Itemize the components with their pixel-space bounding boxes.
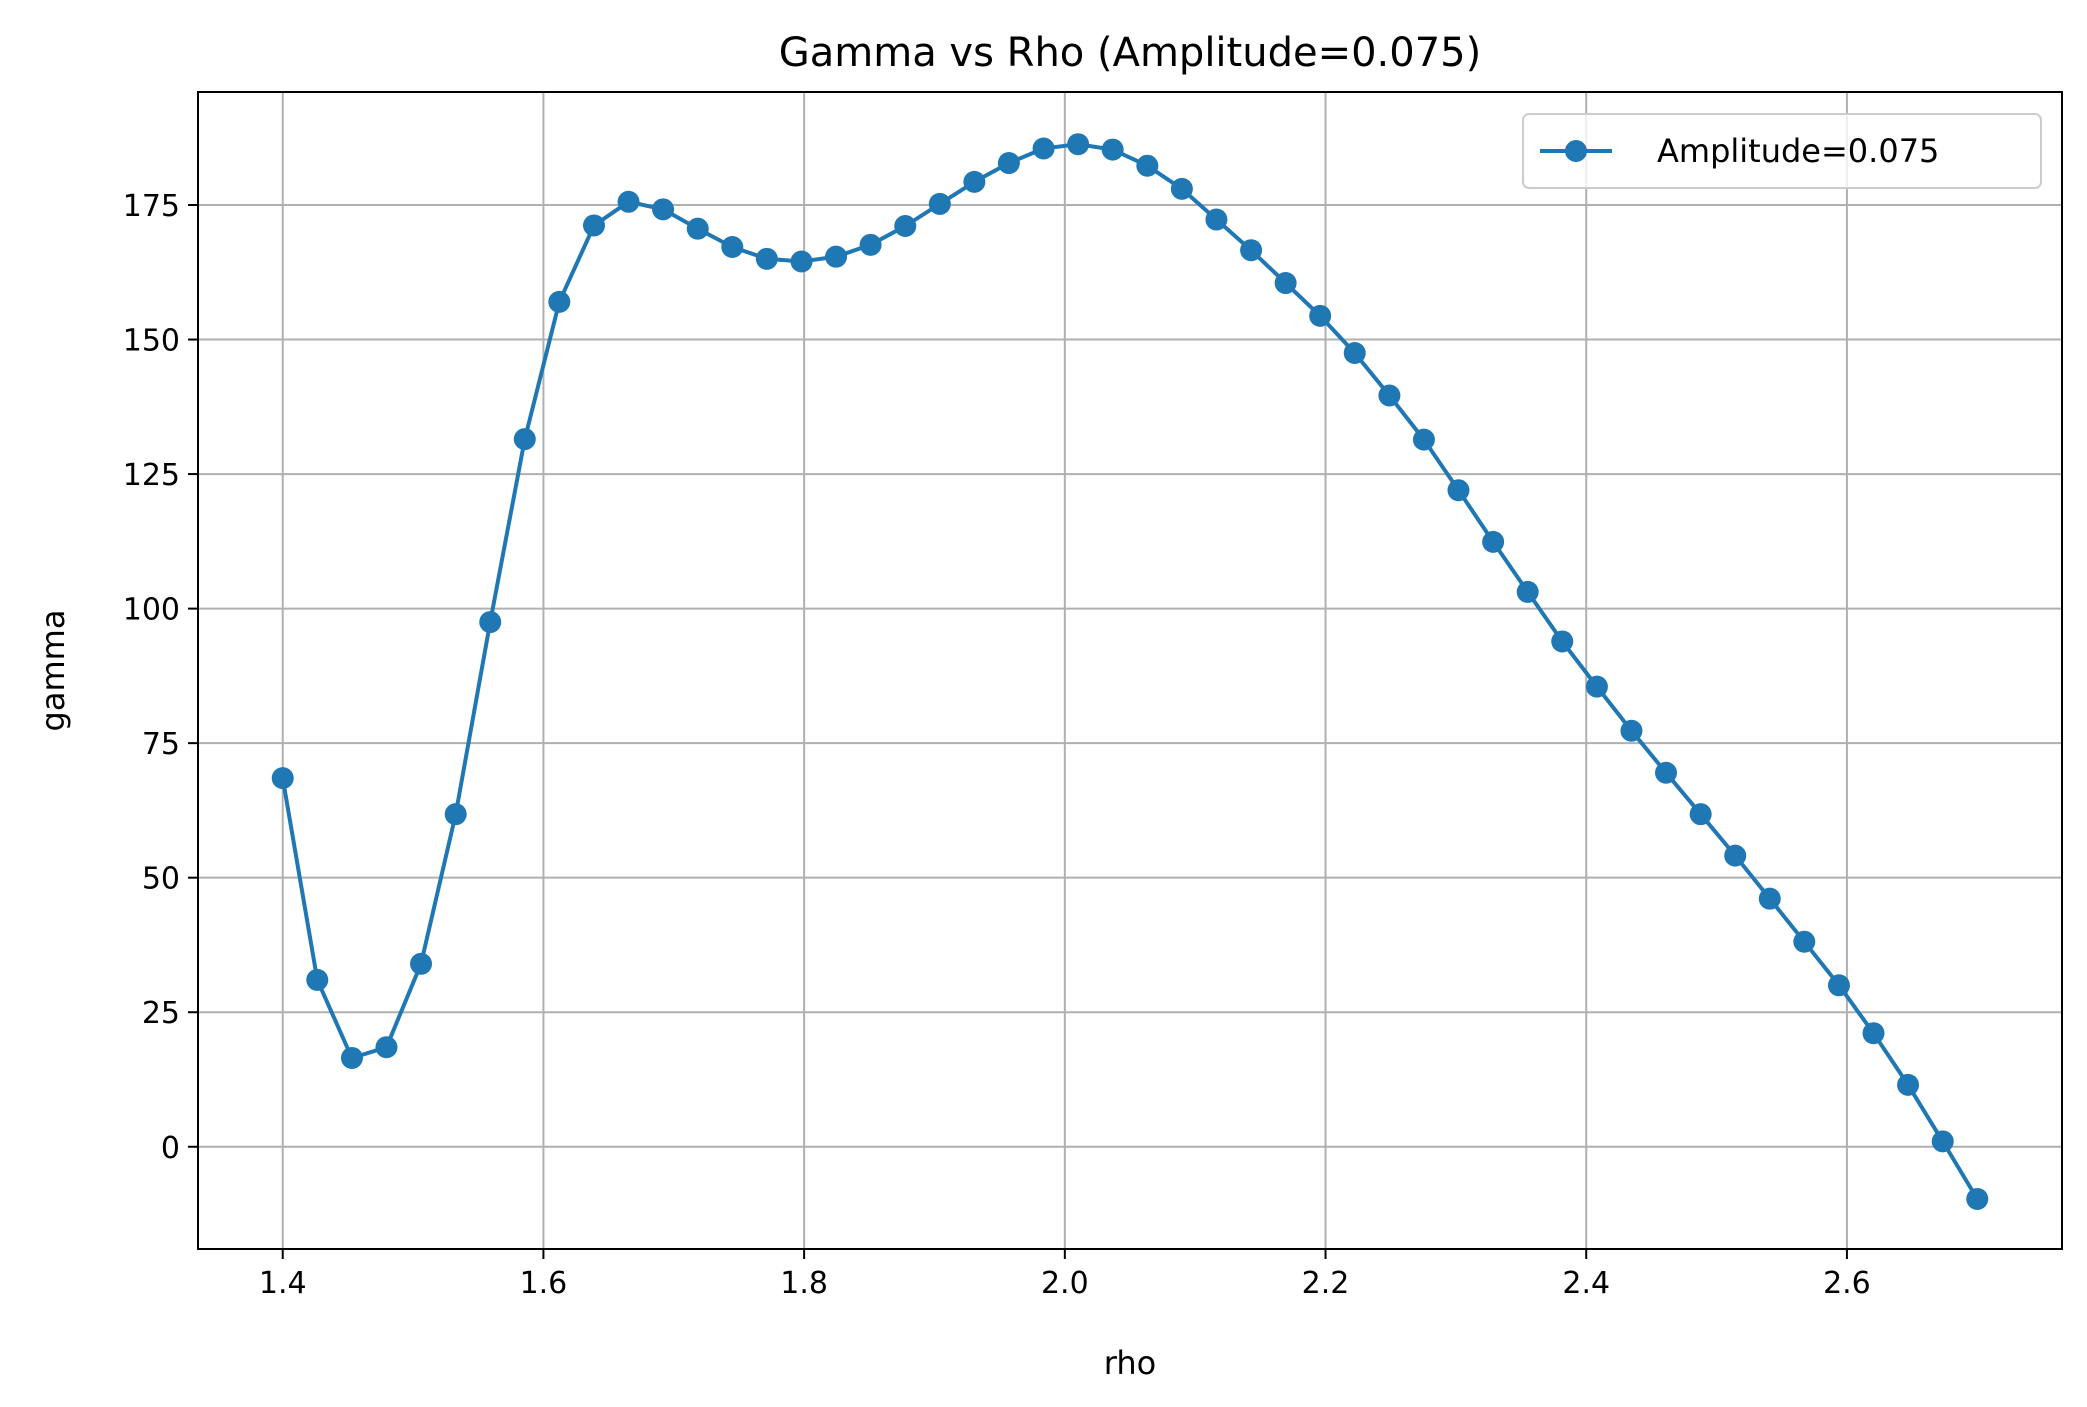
y-tick-label: 25 xyxy=(142,996,180,1031)
x-tick-label: 2.2 xyxy=(1302,1266,1350,1301)
legend-marker-swatch xyxy=(1565,140,1587,162)
data-point xyxy=(1482,530,1505,553)
data-point xyxy=(1343,341,1366,364)
data-point xyxy=(1724,844,1747,867)
data-point xyxy=(1620,719,1643,742)
data-point xyxy=(1240,239,1263,262)
data-point xyxy=(583,214,606,237)
plot-area-frame xyxy=(197,91,2063,1250)
data-point xyxy=(340,1046,363,1069)
y-tick-label: 100 xyxy=(123,593,180,628)
data-point xyxy=(1758,887,1781,910)
data-point xyxy=(1274,272,1297,295)
data-point xyxy=(1205,208,1228,231)
data-point xyxy=(859,233,882,256)
y-axis-title: gamma xyxy=(34,610,72,732)
data-point xyxy=(1551,630,1574,653)
legend-box xyxy=(1522,113,2042,189)
x-tick-label: 2.6 xyxy=(1823,1266,1871,1301)
data-point xyxy=(271,767,294,790)
data-point xyxy=(306,968,329,991)
chart-title: Gamma vs Rho (Amplitude=0.075) xyxy=(779,30,1481,76)
data-point xyxy=(1309,304,1332,327)
data-point xyxy=(721,235,744,258)
data-point xyxy=(1862,1022,1885,1045)
data-point xyxy=(1136,154,1159,177)
data-point xyxy=(1032,137,1055,160)
y-tick-label: 50 xyxy=(142,862,180,897)
data-point xyxy=(548,290,571,313)
legend-label: Amplitude=0.075 xyxy=(1657,132,1939,170)
y-tick-label: 150 xyxy=(123,324,180,359)
data-point xyxy=(444,803,467,826)
x-tick-label: 1.6 xyxy=(520,1266,568,1301)
data-point xyxy=(790,250,813,273)
x-tick-label: 1.4 xyxy=(259,1266,307,1301)
data-point xyxy=(825,245,848,268)
data-point xyxy=(410,952,433,975)
data-point xyxy=(1966,1187,1989,1210)
data-point xyxy=(1585,675,1608,698)
data-point xyxy=(1897,1073,1920,1096)
data-point xyxy=(963,170,986,193)
data-point xyxy=(997,152,1020,175)
x-axis-title: rho xyxy=(1104,1344,1156,1382)
data-point xyxy=(928,192,951,215)
data-point xyxy=(1447,479,1470,502)
axis-ticks: 1.4 1.6 1.8 2.0 2.2 2.4 2.6 0 25 50 75 100 125 150 175 xyxy=(123,189,1871,1301)
data-point xyxy=(1170,177,1193,200)
y-tick-label: 125 xyxy=(123,458,180,493)
x-tick-label: 2.4 xyxy=(1562,1266,1610,1301)
data-point xyxy=(1412,428,1435,451)
data-point xyxy=(894,214,917,237)
data-point xyxy=(1793,930,1816,953)
data-point xyxy=(652,198,675,221)
data-point xyxy=(1654,761,1677,784)
data-point xyxy=(1516,580,1539,603)
x-tick-label: 2.0 xyxy=(1041,1266,1089,1301)
data-point xyxy=(1931,1130,1954,1153)
data-point xyxy=(1378,384,1401,407)
data-point xyxy=(513,428,536,451)
y-tick-label: 175 xyxy=(123,189,180,224)
data-point xyxy=(755,247,778,270)
data-point xyxy=(1067,133,1090,156)
legend: Amplitude=0.075 xyxy=(1522,113,2042,189)
data-point xyxy=(686,217,709,240)
data-point xyxy=(479,611,502,634)
y-tick-label: 0 xyxy=(161,1131,180,1166)
data-point xyxy=(1689,803,1712,826)
data-point xyxy=(375,1036,398,1059)
data-point xyxy=(617,190,640,213)
data-point xyxy=(1827,974,1850,997)
data-point xyxy=(1101,138,1124,161)
data-series xyxy=(271,133,1989,1210)
x-tick-label: 1.8 xyxy=(780,1266,828,1301)
y-tick-label: 75 xyxy=(142,727,180,762)
